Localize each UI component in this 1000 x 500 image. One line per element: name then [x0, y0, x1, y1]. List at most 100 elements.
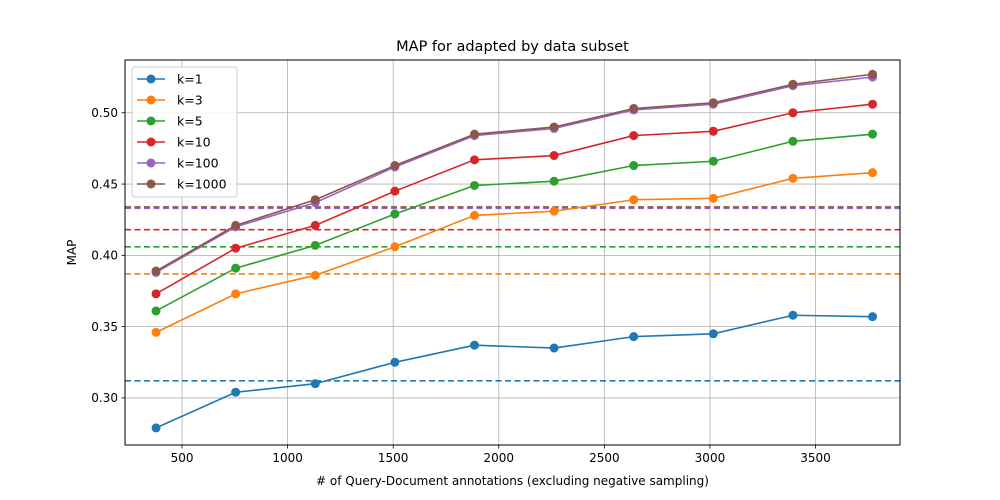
data-point-k-10 — [231, 243, 241, 253]
data-point-k-3 — [469, 210, 479, 220]
legend-marker — [146, 74, 156, 84]
data-point-k-5 — [390, 209, 400, 219]
data-point-k-3 — [310, 270, 320, 280]
data-point-k-1000 — [469, 129, 479, 139]
data-point-k-10 — [708, 126, 718, 136]
series-k-1 — [151, 310, 878, 433]
y-tick-label: 0.35 — [91, 320, 118, 334]
x-axis-label: # of Query-Document annotations (excludi… — [316, 474, 709, 488]
data-point-k-10 — [549, 151, 559, 161]
x-tick-label: 500 — [171, 451, 194, 465]
data-point-k-10 — [151, 289, 161, 299]
data-point-k-3 — [549, 206, 559, 216]
data-point-k-1 — [469, 340, 479, 350]
legend-label: k=1 — [177, 72, 203, 87]
legend-marker — [146, 158, 156, 168]
data-point-k-5 — [629, 161, 639, 171]
x-tick-label: 2500 — [589, 451, 620, 465]
data-point-k-1000 — [629, 103, 639, 113]
series-line-k-5 — [155, 133, 873, 312]
data-point-k-5 — [788, 136, 798, 146]
series-k-1000 — [151, 69, 878, 276]
y-axis-label: MAP — [65, 240, 79, 266]
legend-marker — [146, 95, 156, 105]
y-tick-label: 0.40 — [91, 249, 118, 263]
y-tick-label: 0.45 — [91, 177, 118, 191]
legend-label: k=3 — [177, 93, 203, 108]
data-point-k-5 — [231, 263, 241, 273]
legend-entry-k-100: k=100 — [137, 156, 219, 171]
data-point-k-3 — [151, 327, 161, 337]
data-point-k-1 — [788, 310, 798, 320]
baselines — [125, 206, 900, 382]
data-point-k-1000 — [549, 122, 559, 132]
data-point-k-10 — [788, 108, 798, 118]
data-point-k-1 — [151, 423, 161, 433]
data-point-k-1 — [549, 343, 559, 353]
series-line-k-1000 — [155, 73, 873, 272]
y-tick-label: 0.50 — [91, 106, 118, 120]
data-point-k-3 — [629, 195, 639, 205]
data-point-k-3 — [231, 289, 241, 299]
data-point-k-10 — [629, 131, 639, 141]
data-point-k-5 — [549, 176, 559, 186]
data-point-k-1000 — [231, 220, 241, 230]
data-point-k-1 — [708, 329, 718, 339]
x-tick-label: 3500 — [800, 451, 831, 465]
data-point-k-1000 — [868, 69, 878, 79]
data-point-k-10 — [390, 186, 400, 196]
legend-marker — [146, 116, 156, 126]
data-point-k-1000 — [708, 98, 718, 108]
data-point-k-1000 — [151, 266, 161, 276]
series-line-k-1 — [155, 314, 873, 429]
data-point-k-5 — [868, 129, 878, 139]
series-lines — [151, 69, 878, 433]
data-point-k-1000 — [310, 195, 320, 205]
chart-title: MAP for adapted by data subset — [396, 39, 629, 55]
legend-entry-k-5: k=5 — [137, 114, 203, 129]
data-point-k-3 — [390, 242, 400, 252]
data-point-k-10 — [868, 99, 878, 109]
legend-label: k=5 — [177, 114, 203, 129]
legend-label: k=1000 — [177, 177, 227, 192]
data-point-k-3 — [868, 168, 878, 178]
data-point-k-1 — [868, 312, 878, 322]
x-tick-label: 1500 — [378, 451, 409, 465]
data-point-k-5 — [310, 240, 320, 250]
legend-label: k=100 — [177, 156, 219, 171]
legend-marker — [146, 137, 156, 147]
data-point-k-10 — [310, 220, 320, 230]
series-line-k-10 — [155, 103, 873, 295]
legend: k=1 k=3 k=5 k=10 k=100 k=1000 — [131, 66, 238, 198]
legend-entry-k-10: k=10 — [137, 135, 211, 150]
ticks: 500 1000 1500 2000 2500 3000 3500 0.30 0.35 0.40 0… — [91, 106, 831, 465]
data-point-k-1 — [310, 379, 320, 389]
x-tick-label: 2000 — [484, 451, 515, 465]
series-k-5 — [151, 129, 878, 316]
data-point-k-1 — [629, 332, 639, 342]
series-line-k-3 — [155, 171, 873, 334]
data-point-k-1000 — [788, 79, 798, 89]
data-point-k-1 — [231, 387, 241, 397]
x-tick-label: 3000 — [695, 451, 726, 465]
data-point-k-1 — [390, 357, 400, 367]
data-point-k-1000 — [390, 161, 400, 171]
legend-label: k=10 — [177, 135, 211, 150]
data-point-k-5 — [708, 156, 718, 166]
data-point-k-3 — [708, 193, 718, 203]
y-tick-label: 0.30 — [91, 391, 118, 405]
data-point-k-10 — [469, 155, 479, 165]
series-k-10 — [151, 99, 878, 299]
data-point-k-5 — [469, 180, 479, 190]
x-tick-label: 1000 — [272, 451, 303, 465]
plot-frame — [124, 59, 901, 446]
series-line-k-100 — [155, 76, 873, 274]
legend-marker — [146, 179, 156, 189]
data-point-k-5 — [151, 306, 161, 316]
series-k-3 — [151, 168, 878, 337]
legend-entry-k-3: k=3 — [137, 93, 203, 108]
legend-entry-k-1: k=1 — [137, 72, 203, 87]
legend-entry-k-1000: k=1000 — [137, 177, 227, 192]
data-point-k-3 — [788, 173, 798, 183]
